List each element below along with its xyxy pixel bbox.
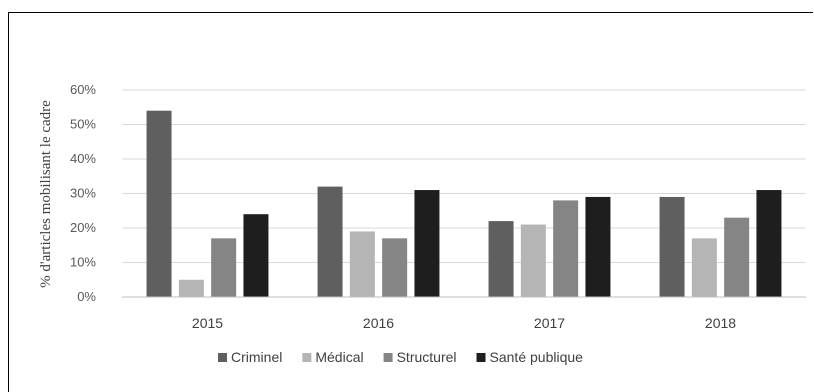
y-tick-label: 30% [70,186,96,201]
bars [146,110,782,297]
bar-m-dical-2016 [349,231,375,297]
legend-swatch [302,353,312,362]
legend: Criminel Médical Structurel Santé publique [218,349,583,365]
gridlines [122,89,806,263]
bar-structurel-2015 [211,238,237,297]
legend-swatch [383,353,393,362]
bar-structurel-2017 [553,200,579,297]
chart-frame [8,12,813,392]
legend-label: Médical [315,349,363,365]
y-tick-label: 20% [70,220,96,235]
legend-swatch [476,353,486,362]
bar-structurel-2016 [382,238,408,297]
legend-label: Structurel [397,349,457,365]
bar-m-dical-2015 [178,279,204,297]
bar-m-dical-2017 [520,224,546,297]
y-tick-label: 50% [70,117,96,132]
bar-sant-publique-2018 [756,190,782,297]
bar-criminel-2018 [659,196,685,297]
x-category-label: 2015 [192,315,223,331]
x-category-label: 2018 [705,315,736,331]
y-tick-labels: 0% 10% 20% 30% 40% 50% 60% [70,82,96,304]
y-tick-label: 60% [70,82,96,97]
bar-sant-publique-2017 [585,196,611,297]
x-category-label: 2016 [363,315,394,331]
legend-label: Criminel [231,349,282,365]
bar-sant-publique-2015 [243,214,269,297]
legend-label: Santé publique [490,349,584,365]
bar-sant-publique-2016 [414,190,440,297]
y-tick-label: 10% [70,255,96,270]
y-axis-label: % d'articles mobilisant le cadre [38,100,54,288]
x-category-label: 2017 [534,315,565,331]
legend-swatch [218,353,227,362]
bar-m-dical-2018 [691,238,717,297]
x-category-labels: 2015 2016 2017 2018 [192,315,736,331]
bar-structurel-2018 [724,217,750,297]
bar-criminel-2017 [488,221,514,297]
bar-criminel-2016 [317,186,343,297]
bar-criminel-2015 [146,110,172,297]
y-tick-label: 0% [77,289,96,304]
y-tick-label: 40% [70,151,96,166]
